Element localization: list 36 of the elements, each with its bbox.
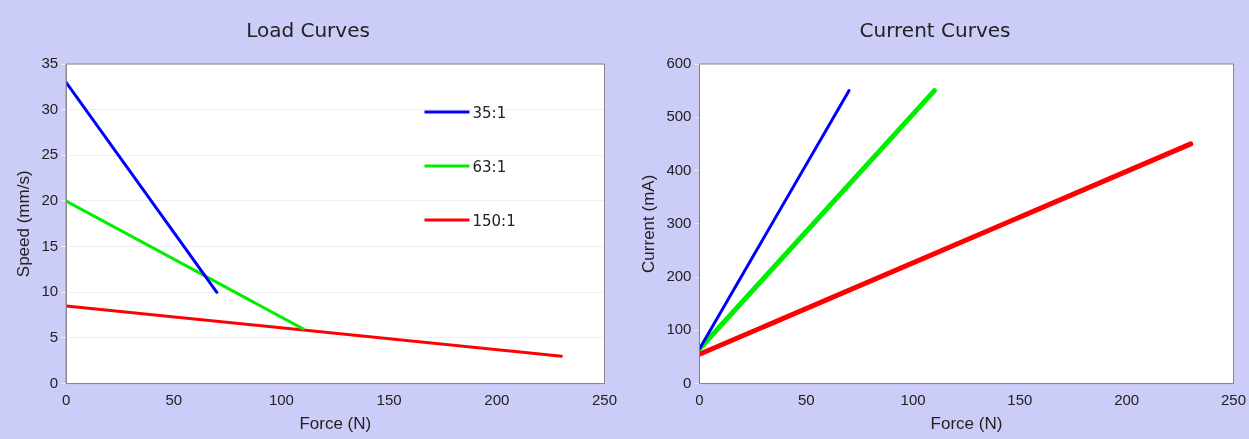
legend-label: 150:1 <box>472 211 516 230</box>
x-tick-label: 150 <box>376 390 402 408</box>
y-tick-label: 10 <box>41 282 59 300</box>
y-tick-label: 5 <box>49 328 59 346</box>
x-tick-label: 250 <box>591 390 617 408</box>
x-axis-title: Force (N) <box>299 414 372 434</box>
legend-label: 63:1 <box>472 157 507 176</box>
y-tick-label: 100 <box>666 320 692 338</box>
y-tick-label: 25 <box>41 145 59 163</box>
legend-label: 35:1 <box>472 103 507 122</box>
y-tick-label: 15 <box>41 236 59 254</box>
y-tick-label: 20 <box>41 191 59 209</box>
x-tick-label: 200 <box>484 390 510 408</box>
y-axis-title: Speed (mm/s) <box>13 170 33 278</box>
x-tick-label: 0 <box>695 390 704 408</box>
x-tick-label: 150 <box>1007 390 1033 408</box>
x-tick-label: 250 <box>1220 390 1246 408</box>
chart-title: Load Curves <box>246 18 370 43</box>
y-tick-label: 400 <box>666 160 692 178</box>
x-tick-label: 50 <box>797 390 815 408</box>
y-tick-label: 200 <box>666 267 692 285</box>
y-tick-label: 600 <box>666 54 692 72</box>
y-tick-label: 0 <box>49 373 59 391</box>
chart-title: Current Curves <box>859 18 1011 43</box>
y-tick-label: 30 <box>41 99 59 117</box>
x-axis-title: Force (N) <box>930 414 1003 434</box>
y-axis-title: Current (mA) <box>638 174 658 273</box>
x-tick-label: 50 <box>165 390 183 408</box>
y-tick-label: 0 <box>683 373 692 391</box>
x-tick-label: 0 <box>61 390 71 408</box>
x-tick-label: 100 <box>900 390 926 408</box>
y-tick-label: 300 <box>666 213 692 231</box>
y-tick-label: 500 <box>666 107 692 125</box>
x-tick-label: 100 <box>268 390 294 408</box>
y-tick-label: 35 <box>41 54 59 72</box>
x-tick-label: 200 <box>1114 390 1140 408</box>
